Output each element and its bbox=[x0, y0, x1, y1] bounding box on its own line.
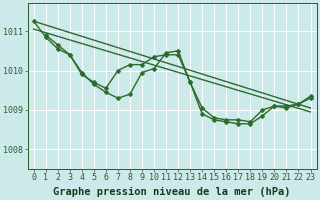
X-axis label: Graphe pression niveau de la mer (hPa): Graphe pression niveau de la mer (hPa) bbox=[53, 186, 291, 197]
